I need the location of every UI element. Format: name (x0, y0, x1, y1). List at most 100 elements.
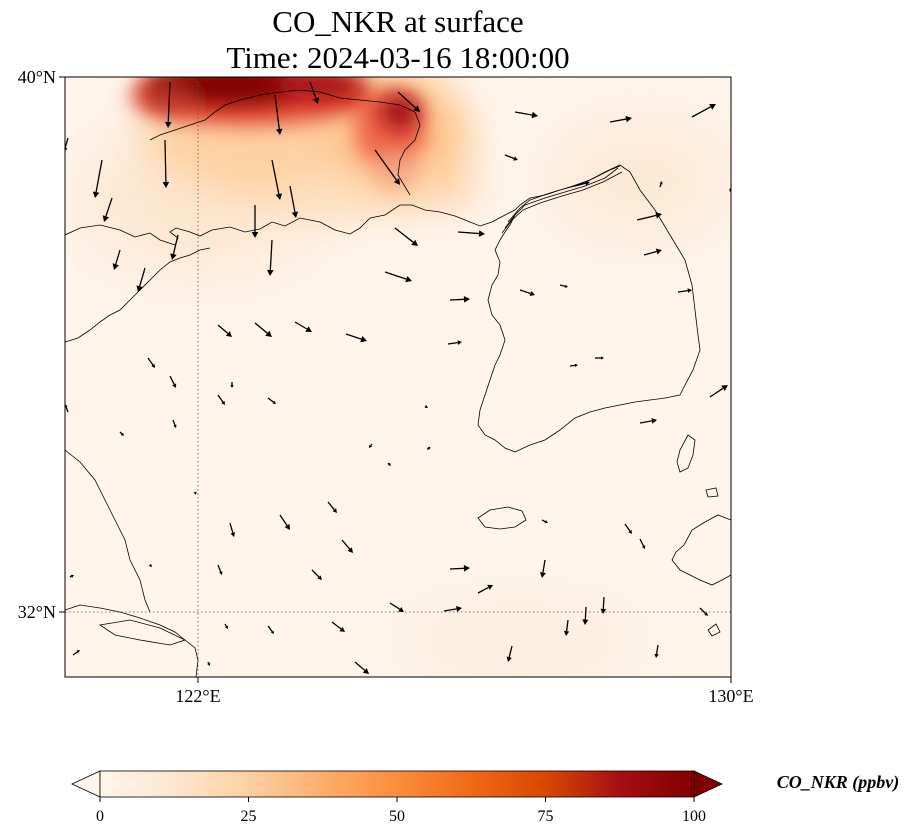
wind-vector-shaft (624, 523, 631, 532)
wind-vector-shaft (565, 619, 569, 632)
wind-vector-head (721, 385, 728, 392)
wind-vector-head (230, 532, 236, 537)
wind-vector-shaft (172, 419, 176, 426)
wind-vector-shaft (447, 341, 458, 345)
wind-vector-shaft (115, 249, 121, 265)
coastline-yangtze-delta-island (98, 619, 187, 646)
wind-vector-shaft (449, 567, 465, 570)
wind-vector-head (369, 444, 373, 448)
wind-vector-head (513, 156, 518, 161)
wind-vector-head (332, 508, 337, 513)
wind-vector-shaft (370, 443, 373, 446)
colorbar-tick-label-75: 75 (538, 808, 554, 825)
wind-vector-head (219, 571, 223, 575)
wind-vector-head (563, 630, 570, 636)
wind-vector-shaft (331, 621, 342, 630)
wind-vector-head (564, 284, 568, 288)
wind-vector-shaft (394, 227, 414, 243)
wind-vector-shaft (65, 137, 69, 148)
wind-vector-head (654, 653, 659, 658)
wind-vector-shaft (345, 333, 362, 340)
wind-vector-shaft (508, 645, 513, 658)
wind-vector-head (76, 650, 80, 654)
coastline-kyushu (671, 514, 731, 586)
wind-vector-shaft (294, 321, 308, 330)
map-frame (64, 76, 732, 678)
wind-vector-shaft (602, 596, 605, 609)
coastline-yangtze-delta (65, 604, 199, 677)
wind-vector-head (284, 523, 290, 530)
wind-vector-shaft (105, 197, 113, 217)
border-korea-parallel-1 (507, 165, 621, 223)
map-title-line-1: CO_NKR at surface (272, 4, 524, 39)
wind-vector-head (600, 608, 607, 614)
colorbar-tick-label-0: 0 (96, 808, 104, 825)
wind-vector-head (225, 625, 228, 629)
wind-vector-head (170, 253, 177, 260)
wind-vector-shaft (584, 606, 587, 620)
wind-vector-head (360, 335, 367, 343)
wind-vector-shaft (147, 357, 154, 366)
wind-vector-head (162, 181, 170, 188)
wind-vector-head (172, 383, 177, 388)
wind-vector-head (544, 520, 548, 524)
border-korea-parallel-2 (501, 171, 623, 234)
lon-tick-122e: 122°E (175, 686, 220, 706)
wind-vector-shaft (309, 81, 317, 99)
wind-vector-head (148, 563, 152, 567)
wind-vector-shaft (609, 118, 627, 123)
wind-vector-shaft (384, 271, 407, 280)
wind-vector-shaft (655, 644, 659, 655)
colorbar: 0 25 50 75 100 CO_NKR (ppbv) (71, 770, 899, 825)
wind-vector-head (112, 263, 119, 270)
lat-tick-40n: 40°N (18, 67, 56, 87)
wind-vector-head (305, 326, 312, 332)
wind-vector-shaft (65, 406, 69, 413)
wind-vector-shaft (659, 183, 662, 188)
wind-vector-shaft (691, 106, 712, 118)
wind-vector-shaft (639, 538, 645, 547)
wind-vector-shaft (119, 431, 123, 435)
coastline-korea-west (477, 214, 516, 453)
wind-vector-head (173, 424, 177, 428)
colorbar-extend-high (693, 770, 723, 798)
wind-vector-shaft (139, 267, 146, 287)
wind-vector-head (641, 545, 646, 549)
wind-vector-shaft (207, 661, 210, 664)
wind-vector-head (655, 212, 662, 219)
wind-vector-head (539, 572, 546, 578)
map-title-line-2: Time: 2024-03-16 18:00:00 (226, 40, 570, 75)
wind-vector-shaft (504, 154, 515, 160)
wind-vector-shaft (542, 559, 546, 573)
colorbar-tick-label-100: 100 (682, 808, 706, 825)
wind-vector-head (463, 565, 470, 572)
wind-vector-shaft (269, 239, 273, 271)
wind-vector-head (265, 330, 272, 337)
wind-vector-head (456, 605, 462, 612)
wind-vector-head (221, 400, 225, 405)
wind-vector-shaft (341, 539, 351, 550)
wind-vector-shaft (514, 111, 533, 116)
wind-vector-head (317, 575, 322, 580)
wind-vector-head (251, 232, 259, 238)
wind-vector-head (687, 288, 692, 293)
colorbar-tick-label-25: 25 (241, 808, 257, 825)
wind-vector-shaft (559, 284, 566, 287)
wind-vector-head (65, 147, 68, 151)
wind-vector-shaft (709, 387, 724, 398)
wind-vector-head (424, 404, 428, 408)
wind-vector-shaft (69, 575, 72, 578)
coastline-korea-south (514, 394, 681, 453)
wind-vector-shaft (643, 250, 657, 256)
wind-vector-head (272, 400, 276, 404)
wind-vector-shaft (374, 149, 398, 181)
wind-vector-head (506, 656, 512, 662)
wind-vector-head (531, 111, 538, 119)
wind-vector-head (393, 178, 400, 185)
coastline-kyushu-islets (705, 487, 721, 637)
wind-vector-shaft (267, 625, 273, 632)
wind-vector-head (207, 662, 211, 666)
coastline-china-east (65, 449, 151, 613)
wind-vector-head (267, 269, 274, 276)
wind-vector-shaft (167, 81, 171, 123)
